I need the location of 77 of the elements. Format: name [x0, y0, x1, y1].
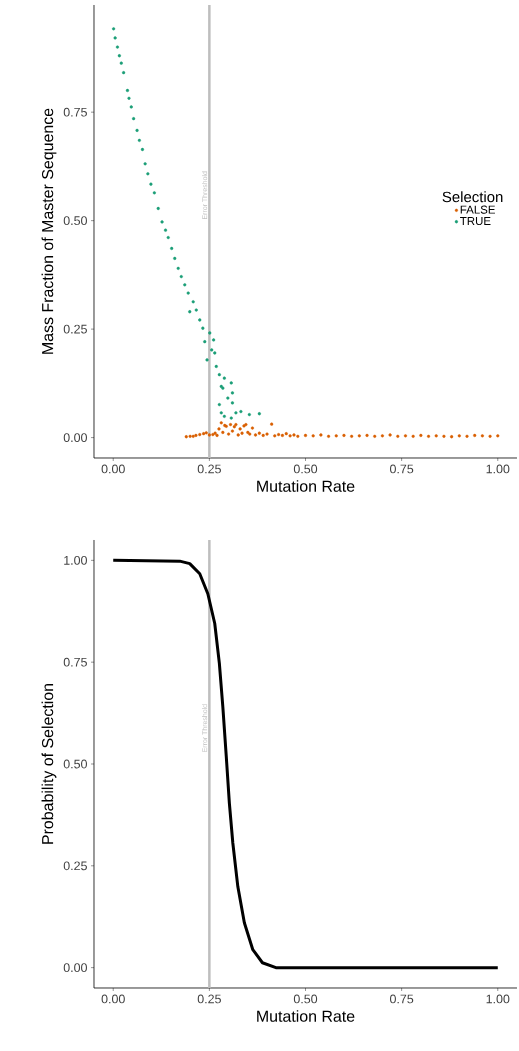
- x-tick-label: 0.00: [101, 994, 125, 1004]
- legend-title: Selection: [442, 191, 503, 203]
- point: [115, 45, 120, 49]
- y-tick-label: 0.00: [63, 963, 87, 973]
- x-tick-label: 0.25: [197, 994, 221, 1004]
- point: [222, 376, 226, 380]
- point: [129, 105, 133, 109]
- legend-label: FALSE: [460, 205, 495, 214]
- x-tick-label: 1.00: [486, 464, 510, 474]
- point: [113, 36, 117, 40]
- x-axis-title: Mutation Rate: [257, 1010, 355, 1022]
- point: [135, 128, 139, 132]
- point: [208, 331, 212, 335]
- point: [143, 162, 147, 166]
- x-tick-label: 0.25: [197, 464, 221, 474]
- point: [179, 275, 183, 279]
- y-tick-label: 0.00: [63, 433, 87, 443]
- point: [230, 401, 235, 405]
- point: [239, 409, 243, 414]
- x-tick-label: 0.75: [390, 994, 414, 1004]
- point: [160, 220, 164, 224]
- point: [186, 291, 190, 295]
- point: [163, 228, 168, 232]
- x-tick-label: 0.50: [293, 994, 318, 1004]
- point: [188, 310, 192, 314]
- point: [140, 147, 145, 152]
- y-tick-label: 1.00: [64, 555, 87, 565]
- point: [122, 71, 126, 75]
- y-axis-title: Probability of Selection: [41, 683, 57, 844]
- point: [214, 364, 218, 369]
- point: [149, 182, 153, 186]
- point: [211, 338, 216, 342]
- point: [132, 117, 136, 121]
- point: [127, 96, 131, 100]
- y-tick-label: 0.50: [63, 216, 87, 226]
- point: [112, 27, 116, 31]
- point: [173, 256, 177, 260]
- point: [234, 411, 238, 415]
- point: [229, 416, 233, 420]
- point: [205, 358, 209, 362]
- point: [226, 396, 230, 400]
- point: [201, 326, 205, 330]
- point: [183, 283, 187, 287]
- y-tick-label: 0.75: [63, 107, 87, 117]
- y-axis-title: Mass Fraction of Master Sequence: [41, 108, 57, 354]
- point: [257, 412, 261, 416]
- point: [247, 413, 251, 417]
- legend-label: TRUE: [460, 217, 491, 226]
- x-tick-label: 0.75: [390, 464, 414, 474]
- point: [191, 300, 195, 304]
- y-tick-label: 0.50: [63, 759, 87, 769]
- point: [146, 172, 150, 176]
- x-tick-label: 0.00: [101, 464, 125, 474]
- point: [152, 191, 156, 195]
- point: [222, 414, 226, 418]
- point: [117, 54, 121, 58]
- point: [230, 391, 235, 395]
- point: [217, 403, 221, 407]
- point: [194, 308, 198, 312]
- y-tick-label: 0.75: [63, 657, 87, 667]
- point: [166, 235, 170, 240]
- point: [119, 61, 123, 65]
- x-axis-title: Mutation Rate: [257, 480, 355, 492]
- point: [156, 206, 160, 211]
- point: [203, 340, 207, 344]
- point: [176, 266, 180, 270]
- point: [198, 318, 202, 322]
- x-tick-label: 0.50: [293, 464, 318, 474]
- point: [125, 88, 130, 93]
- y-tick-label: 0.25: [63, 324, 87, 334]
- point: [210, 348, 214, 352]
- y-tick-label: 0.25: [63, 861, 87, 871]
- point: [170, 246, 174, 251]
- x-tick-label: 1.00: [486, 994, 510, 1004]
- point: [217, 373, 221, 377]
- point: [137, 138, 141, 142]
- point: [229, 381, 233, 385]
